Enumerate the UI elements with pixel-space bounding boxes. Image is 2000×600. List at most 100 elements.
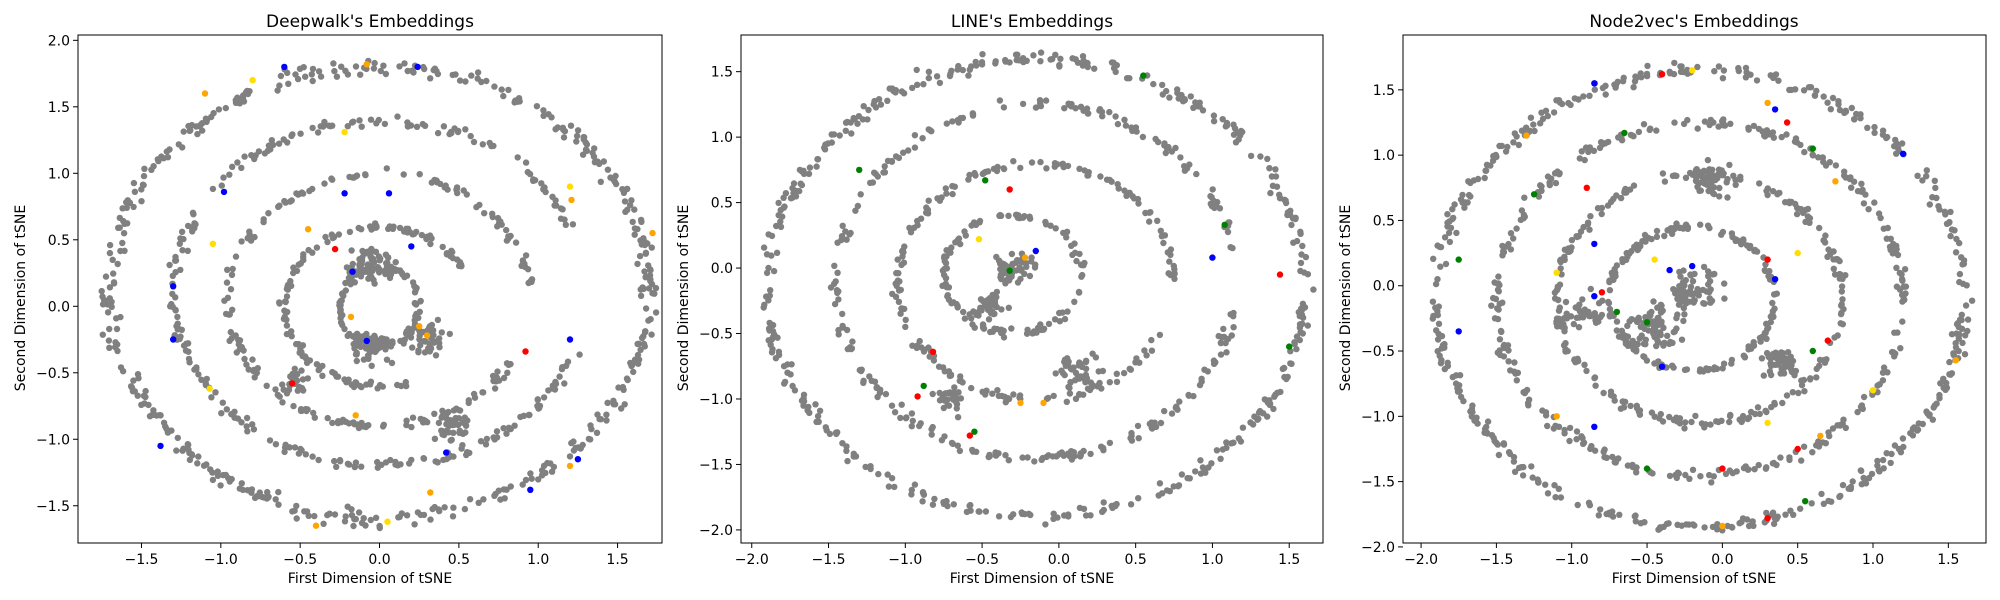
data-point xyxy=(1210,357,1218,364)
data-point xyxy=(913,66,920,74)
data-point xyxy=(1836,493,1843,500)
data-point xyxy=(185,122,192,130)
data-point xyxy=(324,238,331,246)
data-point xyxy=(982,508,990,515)
data-point xyxy=(302,73,309,80)
data-point xyxy=(1826,159,1834,166)
data-point xyxy=(150,163,157,170)
data-point xyxy=(401,273,408,281)
data-point xyxy=(1156,480,1164,487)
data-point xyxy=(1511,359,1518,366)
data-point xyxy=(305,512,312,519)
data-point xyxy=(1682,419,1689,426)
data-point xyxy=(1632,73,1639,80)
data-point xyxy=(1199,464,1207,471)
data-point xyxy=(1042,521,1049,528)
data-point xyxy=(941,265,948,273)
data-point xyxy=(112,339,119,346)
data-point xyxy=(1112,502,1119,510)
data-point xyxy=(1082,371,1090,379)
data-point xyxy=(1089,350,1096,357)
data-point xyxy=(346,330,353,338)
data-point xyxy=(1008,273,1015,280)
data-point xyxy=(281,197,288,205)
data-point xyxy=(1537,120,1544,127)
data-point xyxy=(884,471,891,478)
data-point xyxy=(1052,51,1059,58)
data-point xyxy=(1031,458,1038,465)
data-point xyxy=(946,72,954,80)
data-point xyxy=(1051,163,1059,170)
highlight-point xyxy=(574,456,582,463)
data-point xyxy=(1126,75,1133,82)
data-point xyxy=(498,86,505,93)
data-point xyxy=(1952,249,1960,256)
data-point xyxy=(1072,369,1080,376)
highlight-point xyxy=(1643,465,1651,472)
highlight-point xyxy=(1276,271,1284,278)
data-point xyxy=(994,387,1001,394)
deepwalk-panel: Deepwalk's Embeddings First Dimension of… xyxy=(13,12,663,587)
data-point xyxy=(1647,125,1654,132)
data-point xyxy=(540,394,548,401)
data-point xyxy=(440,123,448,130)
data-point xyxy=(454,128,462,136)
data-point xyxy=(1819,154,1826,161)
data-point xyxy=(1798,381,1806,389)
data-point xyxy=(1891,329,1898,336)
data-point xyxy=(1840,416,1847,423)
data-point xyxy=(1709,523,1717,531)
highlight-point xyxy=(1764,419,1771,427)
data-point xyxy=(1717,171,1724,178)
data-point xyxy=(1196,381,1204,389)
y-axis-label: Second Dimension of tSNE xyxy=(13,205,29,391)
data-point xyxy=(1444,211,1451,218)
data-point xyxy=(1724,194,1731,201)
data-point xyxy=(775,212,782,219)
data-point xyxy=(1730,172,1737,179)
data-point xyxy=(1483,161,1491,168)
data-point xyxy=(1554,285,1562,292)
data-point xyxy=(460,187,467,194)
data-point xyxy=(298,367,305,374)
data-point xyxy=(996,97,1004,104)
data-point xyxy=(413,123,421,130)
data-point xyxy=(1642,341,1649,348)
data-point xyxy=(805,170,813,177)
data-point xyxy=(1050,515,1057,522)
data-point xyxy=(352,459,360,466)
data-point xyxy=(1632,518,1640,525)
data-point xyxy=(297,260,304,267)
data-point xyxy=(300,251,307,258)
data-point xyxy=(1082,379,1089,386)
data-point xyxy=(1521,194,1528,201)
chart-title: Node2vec's Embeddings xyxy=(1589,12,1798,32)
data-point xyxy=(130,179,138,187)
data-point xyxy=(1584,220,1592,228)
data-point xyxy=(421,122,429,129)
data-point xyxy=(1202,469,1209,476)
data-point xyxy=(1757,335,1764,343)
highlight-point xyxy=(566,462,574,470)
data-point xyxy=(1507,230,1515,237)
data-point xyxy=(1263,397,1271,404)
data-point xyxy=(232,253,240,260)
data-point xyxy=(396,63,403,70)
data-point xyxy=(1946,358,1953,366)
data-point xyxy=(1172,404,1180,411)
x-tick-label: −2.0 xyxy=(1404,552,1438,568)
data-point xyxy=(1178,471,1186,478)
data-point xyxy=(1942,386,1949,393)
data-point xyxy=(293,190,300,197)
data-point xyxy=(1576,301,1583,308)
data-point xyxy=(241,355,248,363)
data-point xyxy=(1065,100,1072,107)
data-point xyxy=(1621,189,1628,196)
data-point xyxy=(1511,468,1519,475)
data-point xyxy=(1445,229,1453,237)
highlight-point xyxy=(1455,328,1462,335)
data-point xyxy=(449,71,456,79)
highlight-point xyxy=(416,323,423,330)
data-point xyxy=(942,275,950,282)
data-point xyxy=(1729,469,1737,477)
